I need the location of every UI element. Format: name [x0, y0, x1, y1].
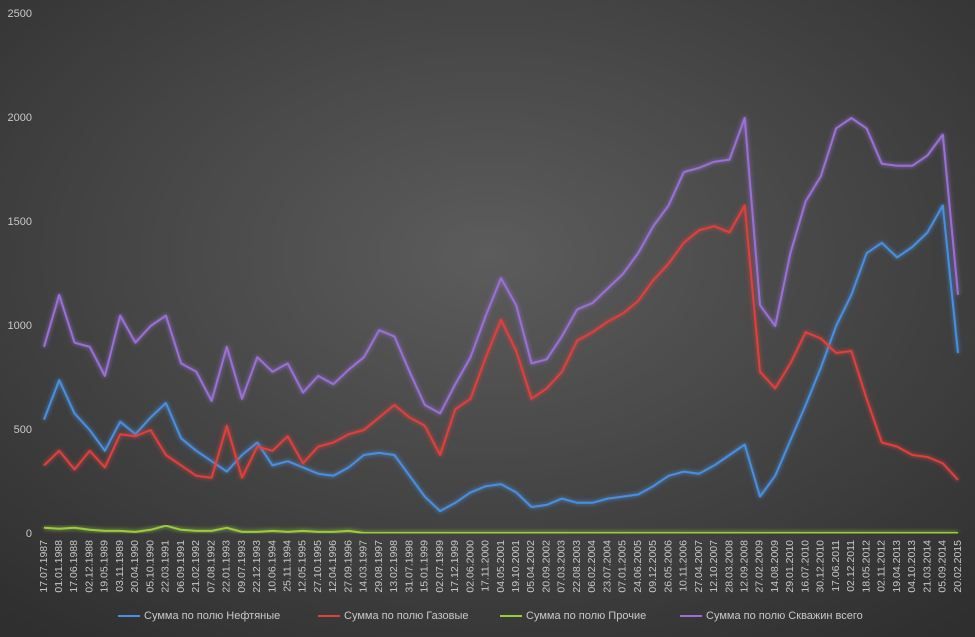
x-tick-label: 27.02.2009	[754, 540, 766, 593]
x-tick-label: 18.05.2012	[860, 540, 872, 593]
x-tick-label: 20.04.1990	[129, 540, 141, 593]
x-tick-label: 21.02.1992	[190, 540, 202, 593]
y-tick-label: 0	[26, 528, 32, 540]
y-tick-label: 2000	[8, 112, 32, 124]
y-tick-label: 1000	[8, 320, 32, 332]
x-tick-label: 05.09.2014	[937, 540, 949, 593]
legend-label: Сумма по полю Газовые	[344, 610, 469, 622]
series-line	[43, 117, 959, 415]
x-tick-label: 21.03.2014	[921, 540, 933, 593]
x-tick-label: 03.11.1989	[114, 540, 126, 592]
x-tick-label: 27.10.1995	[312, 540, 324, 593]
x-tick-label: 01.01.1988	[53, 540, 65, 593]
x-tick-label: 02.11.2012	[876, 540, 888, 592]
x-tick-label: 14.08.2009	[769, 540, 781, 593]
legend-label: Сумма по полю Скважин всего	[706, 610, 863, 622]
x-tick-label: 17.07.1987	[38, 540, 50, 593]
x-tick-label: 22.01.1993	[221, 540, 233, 593]
x-tick-label: 13.02.1998	[388, 540, 400, 593]
x-tick-label: 02.06.2000	[464, 540, 476, 593]
series-line	[43, 204, 959, 513]
x-tick-label: 09.12.2005	[647, 540, 659, 593]
x-tick-label: 29.01.2010	[784, 540, 796, 593]
x-tick-label: 07.01.2005	[617, 540, 629, 593]
x-tick-label: 12.05.1995	[297, 540, 309, 593]
x-tick-label: 17.06.2011	[830, 540, 842, 592]
x-tick-label: 22.03.1991	[160, 540, 172, 593]
x-tick-label: 20.09.2002	[540, 540, 552, 593]
x-tick-label: 17.11.2000	[480, 540, 492, 592]
x-tick-label: 25.11.1994	[282, 540, 294, 592]
x-tick-label: 04.05.2001	[495, 540, 507, 593]
x-tick-label: 26.05.2006	[662, 540, 674, 593]
y-tick-label: 1500	[8, 216, 32, 228]
x-tick-label: 10.06.1994	[266, 540, 278, 593]
x-tick-label: 17.06.1988	[68, 540, 80, 593]
series-line	[43, 524, 958, 534]
x-tick-label: 27.09.1996	[342, 540, 354, 593]
y-tick-label: 2500	[8, 8, 32, 20]
x-tick-label: 12.10.2007	[708, 540, 720, 593]
y-tick-label: 500	[14, 424, 32, 436]
x-tick-label: 24.06.2005	[632, 540, 644, 593]
x-tick-label: 02.12.1988	[83, 540, 95, 593]
x-tick-label: 17.12.1999	[449, 540, 461, 593]
x-tick-label: 19.04.2013	[891, 540, 903, 593]
x-tick-label: 30.12.2010	[815, 540, 827, 593]
x-tick-label: 10.11.2006	[678, 540, 690, 592]
x-tick-label: 19.10.2001	[510, 540, 522, 593]
x-tick-label: 12.09.2008	[739, 540, 751, 593]
x-tick-label: 31.07.1998	[403, 540, 415, 593]
x-tick-label: 29.08.1997	[373, 540, 385, 593]
x-tick-label: 23.07.2004	[601, 540, 613, 593]
x-tick-label: 05.10.1990	[144, 540, 156, 593]
x-tick-label: 12.04.1996	[327, 540, 339, 593]
x-tick-label: 09.07.1993	[236, 540, 248, 593]
x-tick-label: 27.04.2007	[693, 540, 705, 593]
series-line	[43, 204, 959, 481]
x-tick-label: 20.02.2015	[952, 540, 964, 593]
x-tick-label: 22.08.2003	[571, 540, 583, 593]
x-tick-label: 06.09.1991	[175, 540, 187, 593]
x-tick-label: 14.03.1997	[358, 540, 370, 593]
x-tick-label: 06.02.2004	[586, 540, 598, 593]
x-tick-label: 19.05.1989	[99, 540, 111, 593]
x-tick-label: 04.10.2013	[906, 540, 918, 593]
x-tick-label: 22.12.1993	[251, 540, 263, 593]
x-tick-label: 16.07.2010	[799, 540, 811, 593]
legend-label: Сумма по полю Прочие	[526, 610, 646, 622]
x-tick-label: 02.07.1999	[434, 540, 446, 593]
x-tick-label: 15.01.1999	[419, 540, 431, 593]
x-tick-label: 28.03.2008	[723, 540, 735, 593]
x-tick-label: 05.04.2002	[525, 540, 537, 593]
x-tick-label: 07.08.1992	[205, 540, 217, 593]
x-tick-label: 02.12.2011	[845, 540, 857, 592]
legend-label: Сумма по полю Нефтяные	[144, 610, 280, 622]
x-tick-label: 07.03.2003	[556, 540, 568, 593]
